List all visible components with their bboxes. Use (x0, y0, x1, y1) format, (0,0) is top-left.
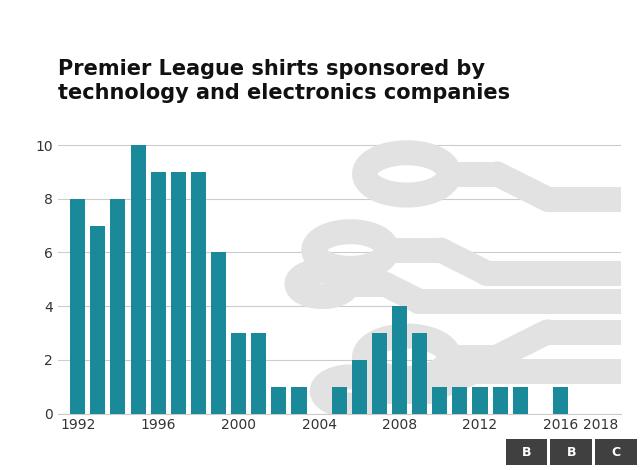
Bar (90, 226, 106, 414)
Bar (70, 199, 85, 414)
Text: Premier League shirts sponsored by
technology and electronics companies: Premier League shirts sponsored by techn… (58, 59, 509, 103)
Bar (392, 306, 407, 414)
Bar (513, 387, 528, 414)
Text: B: B (522, 446, 531, 459)
Text: C: C (611, 446, 621, 459)
Bar (432, 387, 447, 414)
Bar (251, 333, 266, 414)
Bar (372, 333, 387, 414)
Bar (452, 387, 467, 414)
Text: B: B (566, 446, 576, 459)
Bar (472, 387, 488, 414)
Bar (171, 172, 186, 414)
Bar (271, 387, 286, 414)
Bar (493, 387, 508, 414)
Bar (131, 145, 145, 414)
Bar (291, 387, 307, 414)
Bar (553, 387, 568, 414)
Bar (150, 172, 166, 414)
Bar (332, 387, 347, 414)
Bar (211, 252, 226, 414)
Bar (111, 199, 125, 414)
Bar (412, 333, 427, 414)
Bar (191, 172, 206, 414)
Bar (352, 360, 367, 414)
Bar (231, 333, 246, 414)
